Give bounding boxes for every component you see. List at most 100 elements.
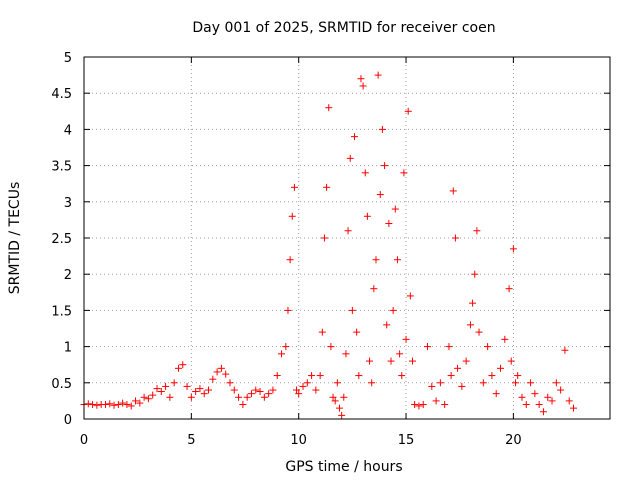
data-point bbox=[381, 162, 389, 170]
data-point bbox=[153, 385, 161, 393]
data-point bbox=[570, 404, 578, 412]
data-points bbox=[80, 71, 578, 419]
data-point bbox=[479, 379, 487, 387]
data-point bbox=[252, 386, 260, 394]
data-point bbox=[325, 104, 333, 112]
data-point bbox=[428, 382, 436, 390]
data-point bbox=[166, 393, 174, 401]
data-point bbox=[469, 299, 477, 307]
data-point bbox=[136, 399, 144, 407]
data-point bbox=[183, 382, 191, 390]
data-point bbox=[531, 390, 539, 398]
data-point bbox=[342, 350, 350, 358]
data-point bbox=[548, 397, 556, 405]
data-point bbox=[475, 328, 483, 336]
y-tick-label: 3.5 bbox=[51, 160, 72, 175]
data-point bbox=[333, 379, 341, 387]
data-point bbox=[565, 397, 573, 405]
data-point bbox=[527, 379, 535, 387]
data-point bbox=[335, 404, 343, 412]
data-point bbox=[353, 328, 361, 336]
data-point bbox=[348, 306, 356, 314]
data-point bbox=[196, 385, 204, 393]
grid-lines bbox=[84, 57, 610, 419]
data-point bbox=[320, 234, 328, 242]
data-point bbox=[299, 382, 307, 390]
data-point bbox=[492, 390, 500, 398]
data-point bbox=[110, 401, 118, 409]
data-point bbox=[509, 245, 517, 253]
data-point bbox=[174, 364, 182, 372]
data-point bbox=[561, 346, 569, 354]
x-tick-label: 10 bbox=[290, 433, 307, 448]
data-point bbox=[449, 187, 457, 195]
data-point bbox=[340, 393, 348, 401]
data-point bbox=[441, 401, 449, 409]
data-point bbox=[488, 372, 496, 380]
data-point bbox=[101, 401, 109, 409]
data-point bbox=[89, 401, 97, 409]
data-point bbox=[466, 321, 474, 329]
data-point bbox=[293, 386, 301, 394]
x-axis-label: GPS time / hours bbox=[285, 459, 402, 475]
data-point bbox=[424, 343, 432, 351]
data-point bbox=[273, 372, 281, 380]
y-tick-label: 2 bbox=[64, 268, 72, 283]
data-point bbox=[383, 321, 391, 329]
data-point bbox=[205, 386, 213, 394]
data-point bbox=[213, 368, 221, 376]
data-point bbox=[411, 401, 419, 409]
data-point bbox=[387, 357, 395, 365]
data-point bbox=[507, 357, 515, 365]
data-point bbox=[123, 401, 131, 409]
data-point bbox=[162, 382, 170, 390]
data-point bbox=[303, 379, 311, 387]
data-point bbox=[396, 350, 404, 358]
data-point bbox=[209, 375, 217, 383]
data-point bbox=[366, 357, 374, 365]
data-point bbox=[376, 191, 384, 199]
data-point bbox=[265, 390, 273, 398]
data-point bbox=[522, 401, 530, 409]
data-point bbox=[406, 292, 414, 300]
x-tick-label: 0 bbox=[80, 433, 88, 448]
data-point bbox=[226, 379, 234, 387]
data-point bbox=[157, 387, 165, 395]
data-point bbox=[415, 402, 423, 410]
data-point bbox=[552, 379, 560, 387]
data-point bbox=[200, 390, 208, 398]
data-point bbox=[235, 393, 243, 401]
data-point bbox=[518, 393, 526, 401]
data-point bbox=[316, 372, 324, 380]
data-point bbox=[230, 386, 238, 394]
data-point bbox=[284, 306, 292, 314]
x-tick-label: 15 bbox=[398, 433, 415, 448]
data-point bbox=[222, 370, 230, 378]
data-point bbox=[393, 256, 401, 264]
data-point bbox=[144, 395, 152, 403]
data-point bbox=[192, 387, 200, 395]
data-point bbox=[372, 256, 380, 264]
data-point bbox=[473, 227, 481, 235]
data-point bbox=[308, 372, 316, 380]
y-tick-label: 1.5 bbox=[51, 304, 72, 319]
data-point bbox=[451, 234, 459, 242]
y-tick-label: 4 bbox=[64, 123, 72, 138]
data-point bbox=[312, 386, 320, 394]
data-point bbox=[419, 401, 427, 409]
chart-title: Day 001 of 2025, SRMTID for receiver coe… bbox=[192, 20, 495, 36]
data-point bbox=[170, 379, 178, 387]
y-tick-label: 5 bbox=[64, 51, 72, 66]
data-point bbox=[351, 133, 359, 141]
data-point bbox=[256, 387, 264, 395]
data-point bbox=[357, 75, 365, 83]
data-point bbox=[400, 169, 408, 177]
data-point bbox=[260, 393, 268, 401]
data-point bbox=[370, 285, 378, 293]
data-point bbox=[282, 343, 290, 351]
data-point bbox=[290, 183, 298, 191]
data-point bbox=[374, 71, 382, 79]
data-point bbox=[140, 393, 148, 401]
